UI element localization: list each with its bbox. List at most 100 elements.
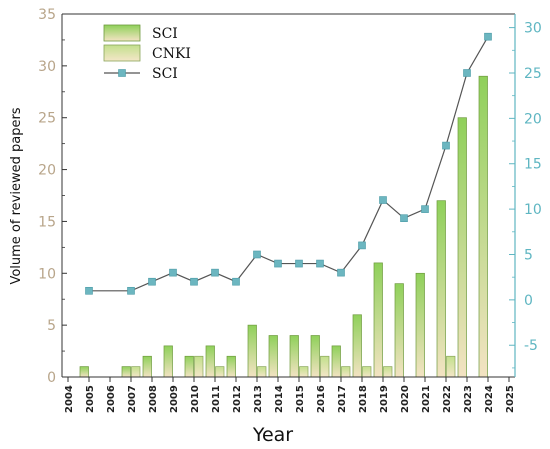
- y-left-tick-label: 20: [38, 163, 56, 179]
- bar-sci-2008: [142, 355, 152, 378]
- legend-swatch-cnki: [103, 44, 141, 62]
- legend-label-sci: SCI: [152, 26, 178, 42]
- point-sci-2007: [127, 286, 135, 295]
- point-sci-2017: [337, 268, 345, 277]
- bar-cnki-2019: [383, 366, 393, 378]
- x-tick-label: 2012: [232, 385, 243, 413]
- y-left-tick-label: 30: [38, 59, 56, 75]
- y-left-tick-label: 0: [47, 370, 56, 386]
- x-tick-label: 2017: [337, 385, 348, 413]
- point-sci-2009: [169, 268, 177, 277]
- bar-sci-2022: [436, 200, 446, 378]
- point-sci-2024: [484, 32, 492, 41]
- legend-label-sci-line: SCI: [152, 66, 178, 82]
- y-right-tick-label: 5: [524, 247, 533, 263]
- bar-sci-2016: [310, 335, 320, 378]
- legend-swatch-sci: [103, 24, 141, 42]
- x-tick-label: 2024: [484, 385, 495, 413]
- point-sci-2019: [379, 196, 387, 204]
- x-tick-label: 2011: [211, 385, 222, 413]
- x-tick-label: 2008: [148, 385, 159, 413]
- x-tick-label: 2014: [274, 385, 285, 413]
- bar-sci-2020: [394, 283, 404, 378]
- bar-sci-2009: [163, 345, 173, 378]
- bar-cnki-2013: [257, 366, 267, 378]
- x-tick-label: 2019: [379, 385, 390, 413]
- point-sci-2022: [442, 141, 450, 150]
- x-tick-label: 2006: [106, 385, 117, 413]
- point-sci-2008: [148, 277, 156, 286]
- x-tick-label: 2025: [505, 385, 516, 413]
- line-layer: [85, 32, 492, 295]
- point-sci-2014: [274, 259, 282, 268]
- x-axis-title: Year: [252, 424, 293, 446]
- bar-cnki-2016: [320, 355, 330, 378]
- y-left-tick-label: 35: [38, 7, 56, 23]
- y-right-tick-label: -5: [524, 338, 538, 354]
- bar-cnki-2011: [215, 366, 225, 378]
- legend-label-cnki: CNKI: [152, 46, 191, 62]
- y-left-tick-label: 10: [38, 266, 56, 282]
- point-sci-2005: [85, 286, 93, 295]
- x-tick-label: 2022: [442, 385, 453, 413]
- y-left-tick-label: 15: [38, 214, 56, 230]
- bar-sci-2011: [205, 345, 215, 378]
- point-sci-2018: [358, 241, 366, 250]
- bar-sci-2007: [121, 366, 131, 378]
- bar-sci-2014: [268, 335, 278, 378]
- point-sci-2010: [190, 277, 198, 286]
- bar-cnki-2017: [341, 366, 351, 378]
- line-sci: [89, 36, 489, 292]
- x-tick-label: 2018: [358, 385, 369, 413]
- x-tick-label: 2023: [463, 385, 474, 413]
- bar-cnki-2018: [362, 366, 372, 378]
- bars-layer: [79, 75, 488, 378]
- x-tick-label: 2013: [253, 385, 264, 413]
- legend-marker-sci: [118, 69, 126, 77]
- y-left-tick-label: 25: [38, 111, 56, 127]
- point-sci-2012: [232, 277, 240, 286]
- bar-sci-2005: [79, 366, 89, 378]
- y-right-tick-label: 25: [524, 66, 542, 82]
- bar-sci-2023: [457, 117, 467, 378]
- point-sci-2020: [400, 214, 408, 222]
- bar-sci-2017: [331, 345, 341, 378]
- x-tick-label: 2016: [316, 385, 327, 413]
- bar-cnki-2007: [131, 366, 141, 378]
- x-tick-label: 2020: [400, 385, 411, 413]
- bar-sci-2010: [184, 355, 194, 378]
- x-tick-label: 2015: [295, 385, 306, 413]
- y-right-tick-label: 10: [524, 202, 542, 218]
- x-tick-label: 2010: [190, 385, 201, 413]
- point-sci-2023: [463, 69, 471, 77]
- bar-sci-2018: [352, 314, 362, 378]
- bar-sci-2024: [478, 75, 488, 378]
- bar-sci-2019: [373, 262, 383, 378]
- y-left-tick-label: 5: [47, 318, 56, 334]
- y-right-tick-label: 15: [524, 157, 542, 173]
- bar-sci-2013: [247, 324, 257, 378]
- point-sci-2015: [295, 259, 303, 268]
- x-tick-label: 2005: [85, 385, 96, 413]
- y-right-tick-label: 20: [524, 111, 542, 127]
- bar-cnki-2022: [446, 355, 456, 378]
- x-tick-label: 2009: [169, 385, 180, 413]
- point-sci-2021: [421, 205, 429, 213]
- point-sci-2013: [253, 250, 261, 259]
- y-axis-title: Volume of reviewed papers: [9, 107, 24, 284]
- bar-sci-2021: [415, 272, 425, 378]
- point-sci-2016: [316, 259, 324, 268]
- y-right-tick-label: 0: [524, 293, 533, 309]
- x-tick-label: 2004: [64, 385, 75, 413]
- x-tick-label: 2007: [127, 385, 138, 413]
- bar-cnki-2010: [194, 355, 204, 378]
- bar-sci-2015: [289, 335, 299, 378]
- bar-sci-2012: [226, 355, 236, 378]
- bar-cnki-2015: [299, 366, 309, 378]
- point-sci-2011: [211, 268, 219, 277]
- legend: SCI CNKI SCI: [103, 24, 191, 82]
- y-right-tick-label: 30: [524, 21, 542, 37]
- x-tick-label: 2021: [421, 385, 432, 413]
